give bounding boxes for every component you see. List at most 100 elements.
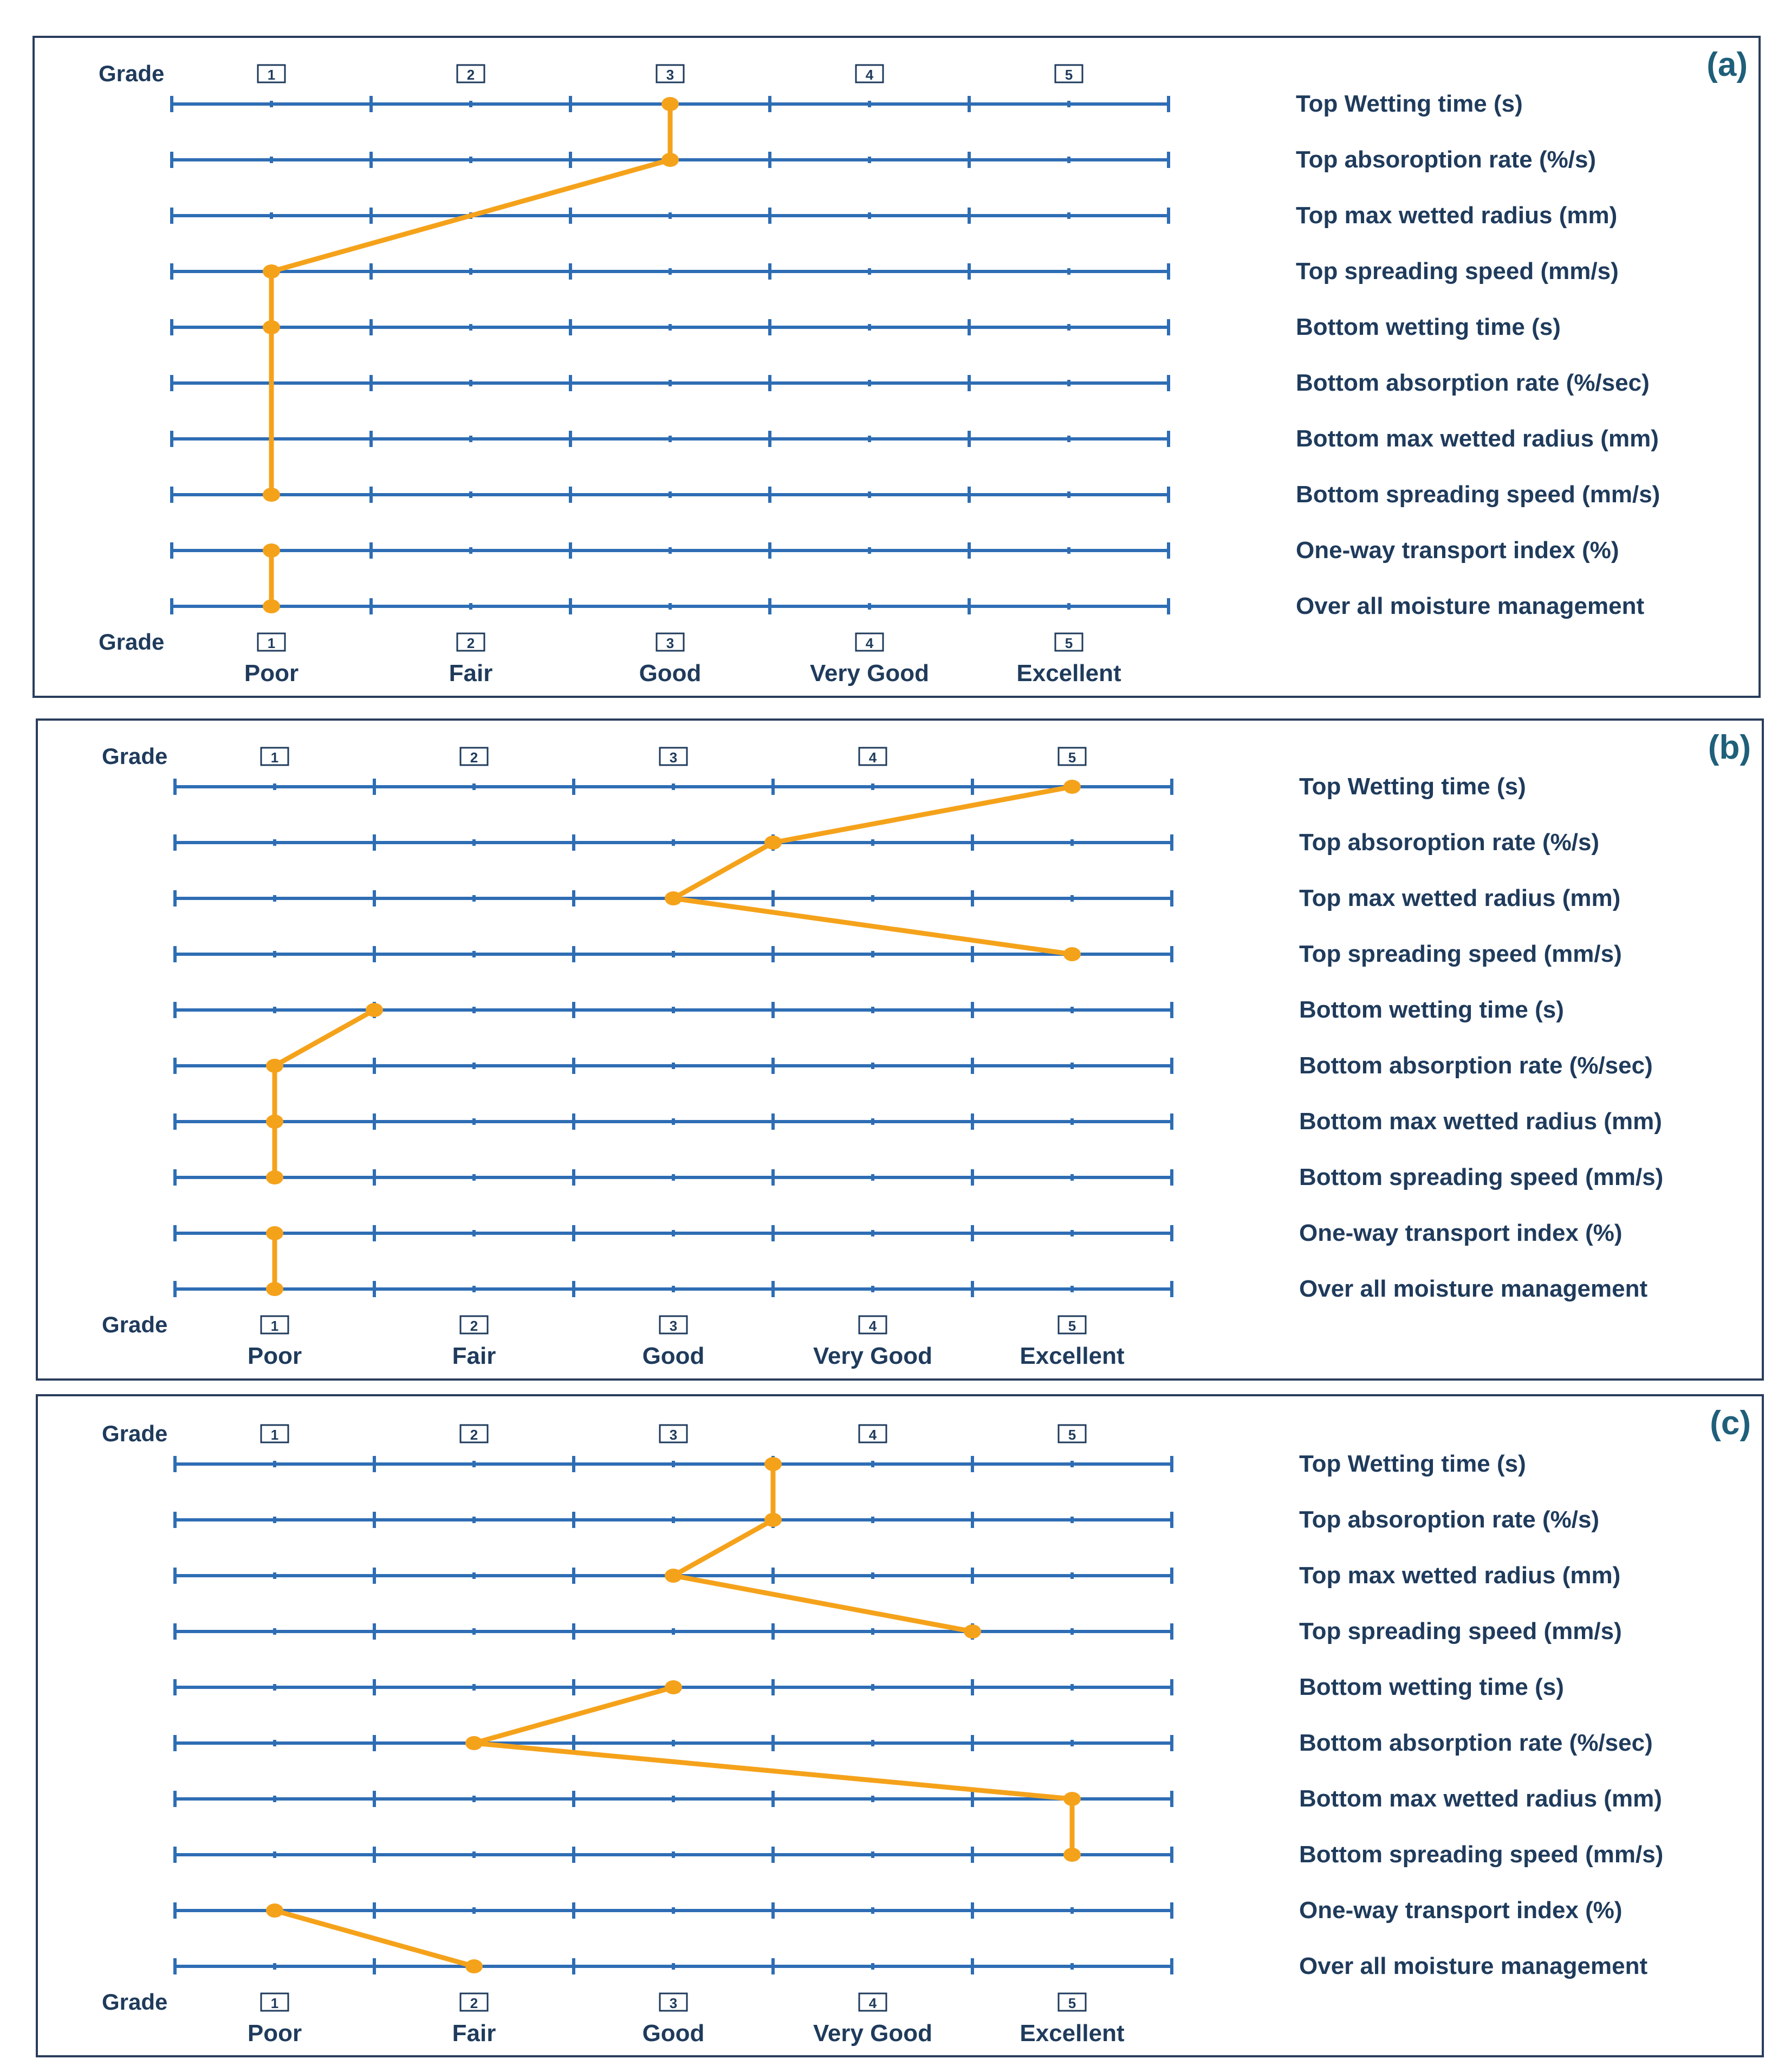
grade-box xyxy=(1057,747,1087,766)
grade-marker xyxy=(266,1226,283,1240)
grade-number: 2 xyxy=(470,1427,478,1443)
property-label: Bottom spreading speed (mm/s) xyxy=(1299,1841,1663,1868)
panel-frame xyxy=(36,1394,1764,2057)
grade-name-label: Good xyxy=(643,2020,705,2047)
property-axis xyxy=(170,598,1170,614)
grade-marker xyxy=(263,543,280,558)
grade-box xyxy=(456,64,485,83)
grade-name-label: Fair xyxy=(452,1343,496,1369)
grade-box xyxy=(656,632,685,652)
property-label: Top Wetting time (s) xyxy=(1299,773,1526,800)
property-label: Bottom wetting time (s) xyxy=(1296,314,1561,340)
profile-segment xyxy=(471,1740,1075,1802)
property-axis xyxy=(173,946,1173,962)
grade-label: Grade xyxy=(99,629,164,655)
grade-box xyxy=(257,64,286,83)
grade-number: 4 xyxy=(866,635,874,651)
grade-marker xyxy=(266,1059,283,1073)
grade-box xyxy=(459,1992,489,2012)
grade-number: 1 xyxy=(268,67,275,83)
grade-name-label: Fair xyxy=(452,2020,496,2047)
grade-marker xyxy=(266,1282,283,1296)
grade-box xyxy=(1057,1992,1087,2012)
property-label: Top Wetting time (s) xyxy=(1299,1451,1526,1477)
grade-number: 3 xyxy=(670,1427,677,1443)
property-label: Bottom absorption rate (%/sec) xyxy=(1296,370,1650,396)
grade-number: 3 xyxy=(670,1318,677,1334)
grade-marker xyxy=(764,836,782,850)
grade-marker xyxy=(665,1680,682,1694)
grade-name-label: Good xyxy=(639,660,702,687)
property-label: Top max wetted radius (mm) xyxy=(1296,202,1617,229)
grade-marker xyxy=(661,153,679,167)
grade-marker xyxy=(665,891,682,905)
grade-label: Grade xyxy=(102,1312,167,1337)
grade-box xyxy=(260,1992,289,2012)
grade-name-label: Poor xyxy=(248,2020,302,2047)
grade-name-label: Very Good xyxy=(813,1343,932,1369)
grade-box xyxy=(459,1315,489,1335)
grade-name-label: Good xyxy=(643,1343,705,1369)
grade-marker xyxy=(366,1003,383,1017)
property-axis xyxy=(173,779,1173,795)
property-axis xyxy=(173,1281,1173,1297)
property-label: Bottom wetting time (s) xyxy=(1299,996,1564,1023)
grade-box xyxy=(456,632,485,652)
property-label: One-way transport index (%) xyxy=(1299,1220,1623,1246)
grade-marker xyxy=(1063,1848,1081,1862)
grade-marker xyxy=(263,488,280,502)
grade-name-label: Poor xyxy=(244,660,298,687)
grade-number: 1 xyxy=(271,1318,278,1334)
grade-number: 5 xyxy=(1068,1995,1076,2011)
grade-number: 4 xyxy=(866,67,874,83)
chart-panel-1: (a) Grade 1 2 3 4 5 Grade 1 Poor 2 Fair 3 Good 4 Very G… xyxy=(33,36,1761,698)
grade-box xyxy=(855,632,884,652)
grade-box xyxy=(459,1424,489,1443)
grade-number: 5 xyxy=(1068,749,1076,766)
grade-number: 5 xyxy=(1065,635,1073,651)
property-label: Over all moisture management xyxy=(1296,593,1644,619)
grade-name-label: Very Good xyxy=(813,2020,932,2047)
grade-marker xyxy=(266,1170,283,1184)
grade-marker xyxy=(665,1569,682,1583)
grade-marker xyxy=(263,264,280,279)
property-label: One-way transport index (%) xyxy=(1296,537,1619,564)
grade-box xyxy=(260,1315,289,1335)
grade-box xyxy=(858,1424,887,1443)
grade-box xyxy=(659,747,688,766)
property-label: Top spreading speed (mm/s) xyxy=(1299,941,1622,967)
panel-label: (a) xyxy=(1706,46,1748,83)
grade-box xyxy=(260,1424,289,1443)
property-label: Top absoroption rate (%/s) xyxy=(1299,829,1599,856)
panel-frame xyxy=(36,718,1764,1381)
grade-number: 3 xyxy=(670,1995,677,2011)
grade-marker xyxy=(764,1513,782,1527)
grade-number: 4 xyxy=(869,1995,877,2011)
grade-name-label: Excellent xyxy=(1020,1343,1125,1369)
chart-panel-3: (c) Grade 1 2 3 4 5 Grade 1 Poor 2 Fair 3 Good 4 Very G… xyxy=(36,1394,1764,2057)
chart-panel-2: (b) Grade 1 2 3 4 5 Grade 1 Poor 2 Fair 3 Good 4 Very G… xyxy=(36,718,1764,1381)
panel-frame xyxy=(33,36,1761,698)
profile-segment xyxy=(671,1517,776,1578)
property-label: Top absoroption rate (%/s) xyxy=(1299,1506,1599,1533)
panel-label: (b) xyxy=(1708,729,1751,766)
grade-label: Grade xyxy=(102,1989,167,2015)
property-label: Over all moisture management xyxy=(1299,1953,1647,1979)
property-axis xyxy=(170,431,1170,447)
grade-number: 3 xyxy=(666,635,674,651)
grade-number: 5 xyxy=(1068,1427,1076,1443)
grade-number: 4 xyxy=(869,749,877,766)
profile-segment xyxy=(272,1908,477,1969)
grade-name-label: Excellent xyxy=(1020,2020,1125,2047)
profile-segment xyxy=(272,1007,377,1069)
property-label: Bottom max wetted radius (mm) xyxy=(1296,425,1659,452)
grade-number: 5 xyxy=(1068,1318,1076,1334)
grade-box xyxy=(260,747,289,766)
grade-box xyxy=(1054,632,1083,652)
grade-number: 2 xyxy=(470,1318,478,1334)
grade-name-label: Fair xyxy=(449,660,493,687)
grade-number: 4 xyxy=(869,1427,877,1443)
grade-number: 4 xyxy=(869,1318,877,1334)
grade-marker xyxy=(661,97,679,111)
grade-name-label: Excellent xyxy=(1016,660,1121,687)
